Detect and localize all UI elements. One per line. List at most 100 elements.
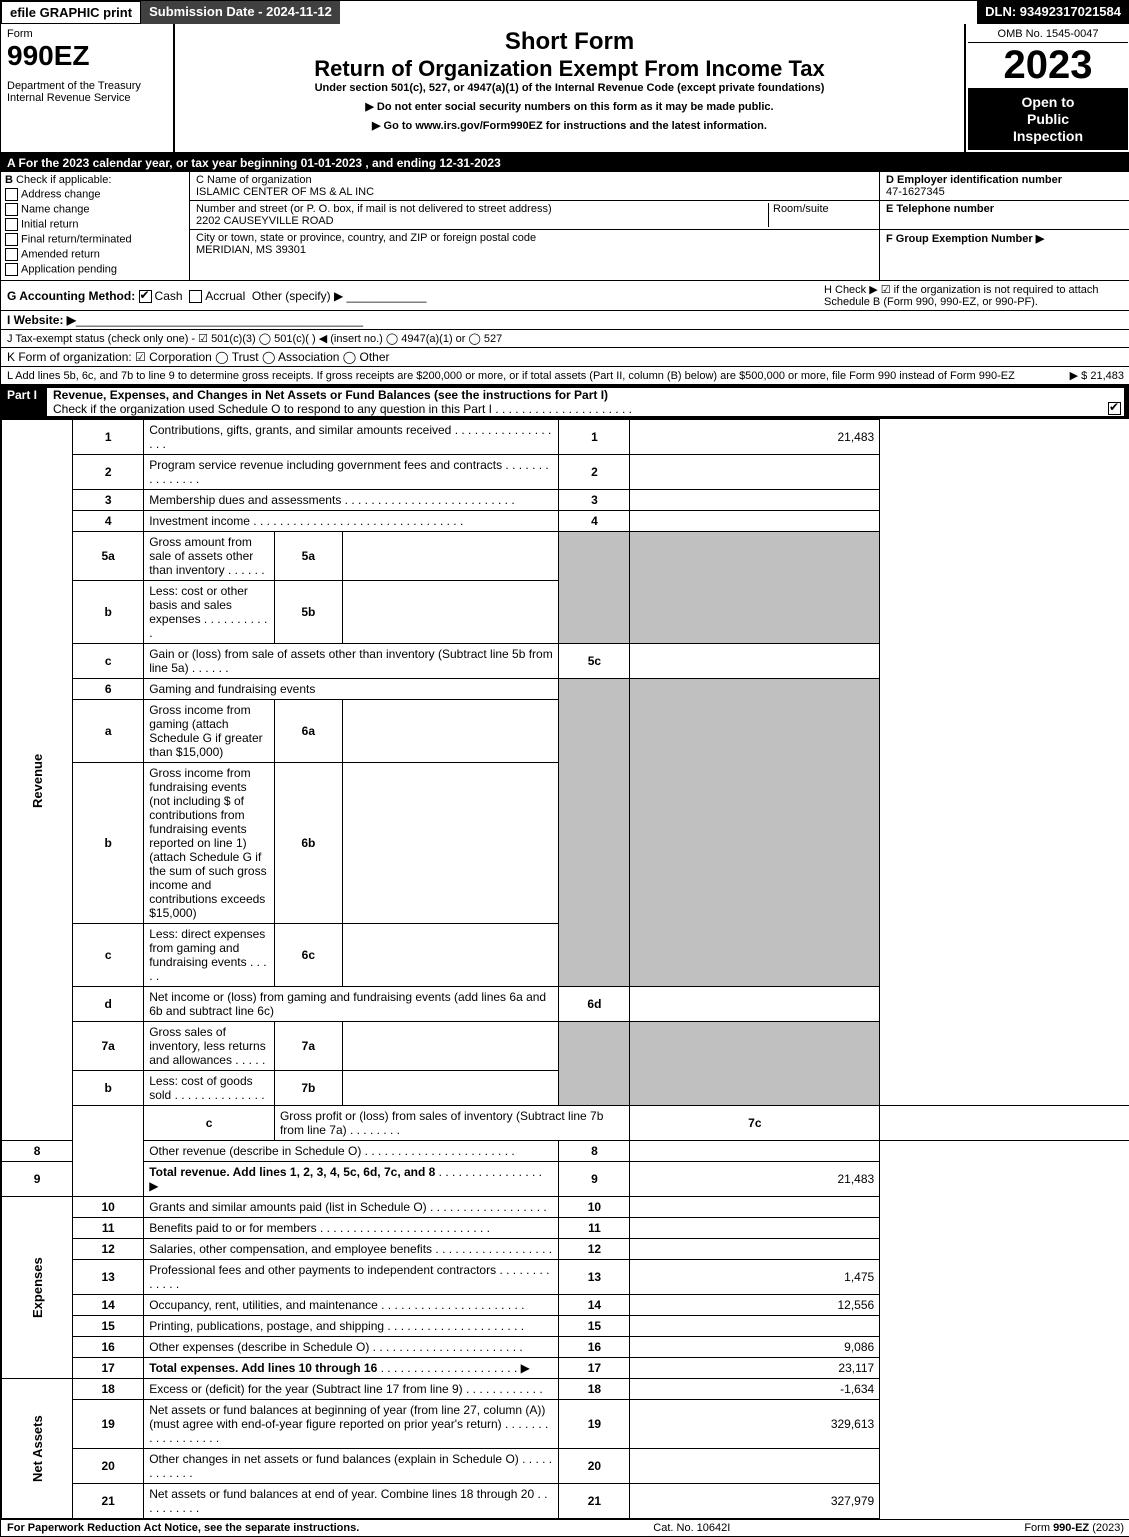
check-if-applicable: Check if applicable: xyxy=(16,174,111,186)
schedule-o-check[interactable] xyxy=(1108,402,1121,415)
chk-accrual[interactable] xyxy=(189,290,202,303)
chk-pending[interactable]: Application pending xyxy=(5,263,185,276)
desc-5a: Gross amount from sale of assets other t… xyxy=(144,532,275,581)
lines-table: Revenue 1 Contributions, gifts, grants, … xyxy=(1,419,1129,1519)
num-17: 17 xyxy=(559,1358,630,1379)
sub-7b: 7b xyxy=(274,1071,342,1106)
side-net: Net Assets xyxy=(2,1379,73,1519)
other-label: Other (specify) ▶ xyxy=(252,289,343,303)
room-suite: Room/suite xyxy=(768,203,873,227)
val-13: 1,475 xyxy=(630,1260,880,1295)
val-6d xyxy=(630,987,880,1022)
chk-amended[interactable]: Amended return xyxy=(5,248,185,261)
ein-box: D Employer identification number 47-1627… xyxy=(880,172,1129,201)
ln-17: 17 xyxy=(73,1358,144,1379)
desc-19: Net assets or fund balances at beginning… xyxy=(144,1400,559,1449)
sub-5b: 5b xyxy=(274,581,342,644)
chk-address[interactable]: Address change xyxy=(5,188,185,201)
ln-6a: a xyxy=(73,700,144,763)
desc-5c: Gain or (loss) from sale of assets other… xyxy=(144,644,559,679)
info-grid: B Check if applicable: Address change Na… xyxy=(1,172,1129,281)
ln-9: 9 xyxy=(2,1162,73,1197)
ln-3: 3 xyxy=(73,490,144,511)
num-13: 13 xyxy=(559,1260,630,1295)
ln-10: 10 xyxy=(73,1197,144,1218)
num-19: 19 xyxy=(559,1400,630,1449)
num-2: 2 xyxy=(559,455,630,490)
ln-4: 4 xyxy=(73,511,144,532)
title-short: Short Form xyxy=(179,28,960,56)
desc-2: Program service revenue including govern… xyxy=(144,455,559,490)
ln-16: 16 xyxy=(73,1337,144,1358)
ln-15: 15 xyxy=(73,1316,144,1337)
subval-6c xyxy=(342,924,559,987)
l-amount: ▶ $ 21,483 xyxy=(1070,369,1124,382)
header-right: OMB No. 1545-0047 2023 Open to Public In… xyxy=(964,24,1129,152)
val-19: 329,613 xyxy=(630,1400,880,1449)
dln-label: DLN: 93492317021584 xyxy=(977,1,1129,24)
val-15 xyxy=(630,1316,880,1337)
chk-cash[interactable] xyxy=(139,290,152,303)
open-line2: Public xyxy=(970,111,1126,128)
footer-right: Form 990-EZ (2023) xyxy=(1024,1522,1124,1534)
part1-title: Revenue, Expenses, and Changes in Net As… xyxy=(47,388,1124,416)
num-9: 9 xyxy=(559,1162,630,1197)
val-1: 21,483 xyxy=(630,420,880,455)
top-bar: efile GRAPHIC print Submission Date - 20… xyxy=(1,1,1129,24)
desc-9: Total revenue. Add lines 1, 2, 3, 4, 5c,… xyxy=(144,1162,559,1197)
desc-11: Benefits paid to or for members . . . . … xyxy=(144,1218,559,1239)
desc-8: Other revenue (describe in Schedule O) .… xyxy=(144,1141,559,1162)
ln-1: 1 xyxy=(73,420,144,455)
ln-6d: d xyxy=(73,987,144,1022)
num-8: 8 xyxy=(559,1141,630,1162)
instr-warn: ▶ Do not enter social security numbers o… xyxy=(179,100,960,113)
b-label: B xyxy=(5,174,13,186)
form-word: Form xyxy=(7,28,167,40)
tel-label: E Telephone number xyxy=(886,203,994,215)
val-12 xyxy=(630,1239,880,1260)
desc-14: Occupancy, rent, utilities, and maintena… xyxy=(144,1295,559,1316)
ln-18: 18 xyxy=(73,1379,144,1400)
sub-6c: 6c xyxy=(274,924,342,987)
ln-11: 11 xyxy=(73,1218,144,1239)
shade-5v xyxy=(630,532,880,644)
omb-number: OMB No. 1545-0047 xyxy=(968,26,1128,43)
val-9: 21,483 xyxy=(630,1162,880,1197)
sub-5a: 5a xyxy=(274,532,342,581)
ein-value: 47-1627345 xyxy=(886,186,945,198)
ln-7c: c xyxy=(144,1106,275,1141)
sub-7a: 7a xyxy=(274,1022,342,1071)
addr-value: 2202 CAUSEYVILLE ROAD xyxy=(196,215,334,227)
org-name-label: C Name of organization xyxy=(196,174,312,186)
chk-initial[interactable]: Initial return xyxy=(5,218,185,231)
shade-7 xyxy=(559,1022,630,1106)
header-row: Form 990EZ Department of the Treasury In… xyxy=(1,24,1129,154)
val-10 xyxy=(630,1197,880,1218)
ln-7b: b xyxy=(73,1071,144,1106)
desc-13: Professional fees and other payments to … xyxy=(144,1260,559,1295)
subval-5a xyxy=(342,532,559,581)
tel-box: E Telephone number xyxy=(880,201,1129,230)
ln-6b: b xyxy=(73,763,144,924)
num-7c: 7c xyxy=(630,1106,880,1141)
row-g-h: G Accounting Method: Cash Accrual Other … xyxy=(1,281,1129,311)
ln-12: 12 xyxy=(73,1239,144,1260)
chk-final[interactable]: Final return/terminated xyxy=(5,233,185,246)
val-4 xyxy=(630,511,880,532)
ln-13: 13 xyxy=(73,1260,144,1295)
val-7c xyxy=(880,1106,1129,1141)
desc-5b: Less: cost or other basis and sales expe… xyxy=(144,581,275,644)
shade-6v xyxy=(630,679,880,987)
chk-name[interactable]: Name change xyxy=(5,203,185,216)
side-spacer-rev xyxy=(73,1106,144,1197)
header-center: Short Form Return of Organization Exempt… xyxy=(175,24,964,152)
subval-6a xyxy=(342,700,559,763)
desc-18: Excess or (deficit) for the year (Subtra… xyxy=(144,1379,559,1400)
col-b: B Check if applicable: Address change Na… xyxy=(1,172,190,280)
open-line1: Open to xyxy=(970,94,1126,111)
num-4: 4 xyxy=(559,511,630,532)
desc-7a: Gross sales of inventory, less returns a… xyxy=(144,1022,275,1071)
addr-label: Number and street (or P. O. box, if mail… xyxy=(196,203,552,215)
num-18: 18 xyxy=(559,1379,630,1400)
ln-6: 6 xyxy=(73,679,144,700)
